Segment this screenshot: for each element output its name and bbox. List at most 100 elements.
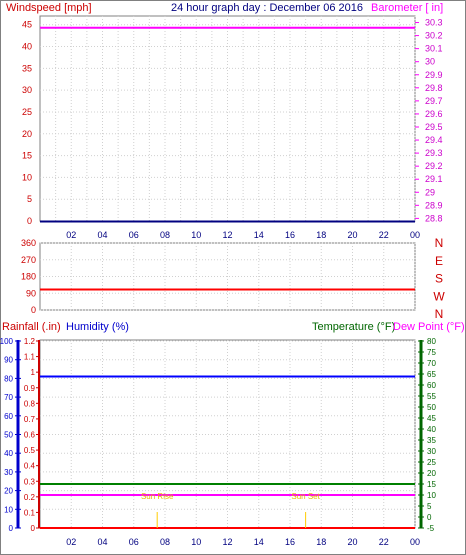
y2-tick-label: 29.3 bbox=[425, 148, 443, 158]
rain-tick-label: 0.7 bbox=[24, 415, 36, 424]
x-tick-label: 10 bbox=[191, 230, 201, 240]
y2-tick-label: 29.8 bbox=[425, 83, 443, 93]
rain-tick-label: 0.4 bbox=[24, 462, 36, 471]
y2-tick-label: 28.8 bbox=[425, 213, 443, 223]
x-tick-label: 12 bbox=[222, 537, 232, 547]
y-tick-label: 15 bbox=[22, 151, 32, 161]
temperature-tick-label: 20 bbox=[427, 469, 436, 478]
y2-tick-label: 29 bbox=[425, 187, 435, 197]
humidity-tick-label: 100 bbox=[0, 337, 14, 346]
temperature-tick-label: 70 bbox=[427, 359, 436, 368]
temperature-tick-label: 5 bbox=[427, 502, 432, 511]
temperature-tick-label: 45 bbox=[427, 414, 436, 423]
sunrise-label: Sun Rise bbox=[141, 492, 174, 501]
compass-label: E bbox=[435, 254, 443, 268]
x-tick-label: 16 bbox=[285, 537, 295, 547]
rain-tick-label: 0.2 bbox=[24, 493, 36, 502]
y2-tick-label: 30 bbox=[425, 57, 435, 67]
windspeed-axis-title: Windspeed [mph] bbox=[6, 2, 92, 14]
x-tick-label: 20 bbox=[347, 537, 357, 547]
wind-baro-panel: 02 04 06 08 10 12 14 16 18 20 22 000510152025303540… bbox=[22, 15, 443, 240]
sunset-label: Sun Set bbox=[291, 492, 320, 501]
x-tick-label: 14 bbox=[254, 230, 264, 240]
x-tick-label: 08 bbox=[160, 537, 170, 547]
rain-tick-label: 0.6 bbox=[24, 431, 36, 440]
y-tick-label: 0 bbox=[27, 216, 32, 226]
y2-tick-label: 29.6 bbox=[425, 109, 443, 119]
rain-tick-label: 1.1 bbox=[24, 353, 36, 362]
x-tick-label: 04 bbox=[97, 230, 107, 240]
humidity-tick-label: 50 bbox=[4, 431, 13, 440]
temperature-tick-label: 80 bbox=[427, 337, 436, 346]
rain-tick-label: 0.3 bbox=[24, 477, 36, 486]
x-tick-label: 00 bbox=[410, 230, 420, 240]
x-tick-label: 06 bbox=[129, 230, 139, 240]
compass-label: N bbox=[435, 236, 444, 250]
x-tick-label: 10 bbox=[191, 537, 201, 547]
y2-tick-label: 29.2 bbox=[425, 161, 443, 171]
x-tick-label: 20 bbox=[347, 230, 357, 240]
y-tick-label: 90 bbox=[26, 288, 36, 298]
y-tick-label: 360 bbox=[21, 238, 36, 248]
x-tick-label: 00 bbox=[410, 537, 420, 547]
temperature-tick-label: 55 bbox=[427, 392, 436, 401]
humidity-tick-label: 80 bbox=[4, 374, 13, 383]
x-tick-label: 04 bbox=[97, 537, 107, 547]
rain-tick-label: 0.8 bbox=[24, 399, 36, 408]
humidity-tick-label: 20 bbox=[4, 487, 13, 496]
y-tick-label: 25 bbox=[22, 107, 32, 117]
x-tick-label: 08 bbox=[160, 230, 170, 240]
y2-tick-label: 30.1 bbox=[425, 44, 443, 54]
x-tick-label: 14 bbox=[254, 537, 264, 547]
temperature-tick-label: 35 bbox=[427, 436, 436, 445]
temperature-tick-label: 65 bbox=[427, 370, 436, 379]
y2-tick-label: 29.9 bbox=[425, 70, 443, 80]
rain-tick-label: 1 bbox=[31, 368, 36, 377]
x-tick-label: 16 bbox=[285, 230, 295, 240]
temperature-tick-label: 50 bbox=[427, 403, 436, 412]
y2-tick-label: 28.9 bbox=[425, 200, 443, 210]
temperature-tick-label: 10 bbox=[427, 491, 436, 500]
humidity-axis-title: Humidity (%) bbox=[66, 321, 129, 333]
temperature-tick-label: 0 bbox=[427, 513, 432, 522]
temperature-tick-label: 30 bbox=[427, 447, 436, 456]
y-tick-label: 180 bbox=[21, 272, 36, 282]
y2-tick-label: 29.4 bbox=[425, 135, 443, 145]
y-tick-label: 10 bbox=[22, 172, 32, 182]
y-tick-label: 35 bbox=[22, 63, 32, 73]
temperature-tick-label: -5 bbox=[427, 524, 435, 533]
y-tick-label: 20 bbox=[22, 129, 32, 139]
humidity-tick-label: 90 bbox=[4, 356, 13, 365]
x-tick-label: 18 bbox=[316, 230, 326, 240]
x-tick-label: 12 bbox=[222, 230, 232, 240]
y2-tick-label: 29.7 bbox=[425, 96, 443, 106]
temperature-tick-label: 40 bbox=[427, 425, 436, 434]
y-tick-label: 0 bbox=[31, 305, 36, 315]
compass-label: N bbox=[435, 307, 444, 321]
dew-point-axis-title: Dew Point (°F) bbox=[393, 321, 465, 333]
temperature-tick-label: 25 bbox=[427, 458, 436, 467]
y-tick-label: 30 bbox=[22, 85, 32, 95]
temp-humidity-panel: 02 04 06 08 10 12 14 16 18 20 22 000102030405060708… bbox=[0, 337, 436, 547]
barometer-axis-title: Barometer [ in] bbox=[371, 2, 443, 14]
humidity-tick-label: 30 bbox=[4, 468, 13, 477]
humidity-tick-label: 10 bbox=[4, 505, 13, 514]
humidity-tick-label: 40 bbox=[4, 449, 13, 458]
rain-tick-label: 0.9 bbox=[24, 384, 36, 393]
x-tick-label: 02 bbox=[66, 537, 76, 547]
humidity-tick-label: 60 bbox=[4, 412, 13, 421]
rain-tick-label: 1.2 bbox=[24, 337, 36, 346]
x-tick-label: 22 bbox=[379, 537, 389, 547]
temperature-axis-title: Temperature (°F) bbox=[312, 321, 395, 333]
temperature-tick-label: 60 bbox=[427, 381, 436, 390]
x-tick-label: 18 bbox=[316, 537, 326, 547]
rain-tick-label: 0.5 bbox=[24, 446, 36, 455]
y2-tick-label: 30.2 bbox=[425, 31, 443, 41]
temperature-tick-label: 75 bbox=[427, 348, 436, 357]
y-tick-label: 45 bbox=[22, 20, 32, 30]
rain-tick-label: 0.1 bbox=[24, 508, 36, 517]
humidity-tick-label: 0 bbox=[9, 524, 14, 533]
humidity-tick-label: 70 bbox=[4, 393, 13, 402]
